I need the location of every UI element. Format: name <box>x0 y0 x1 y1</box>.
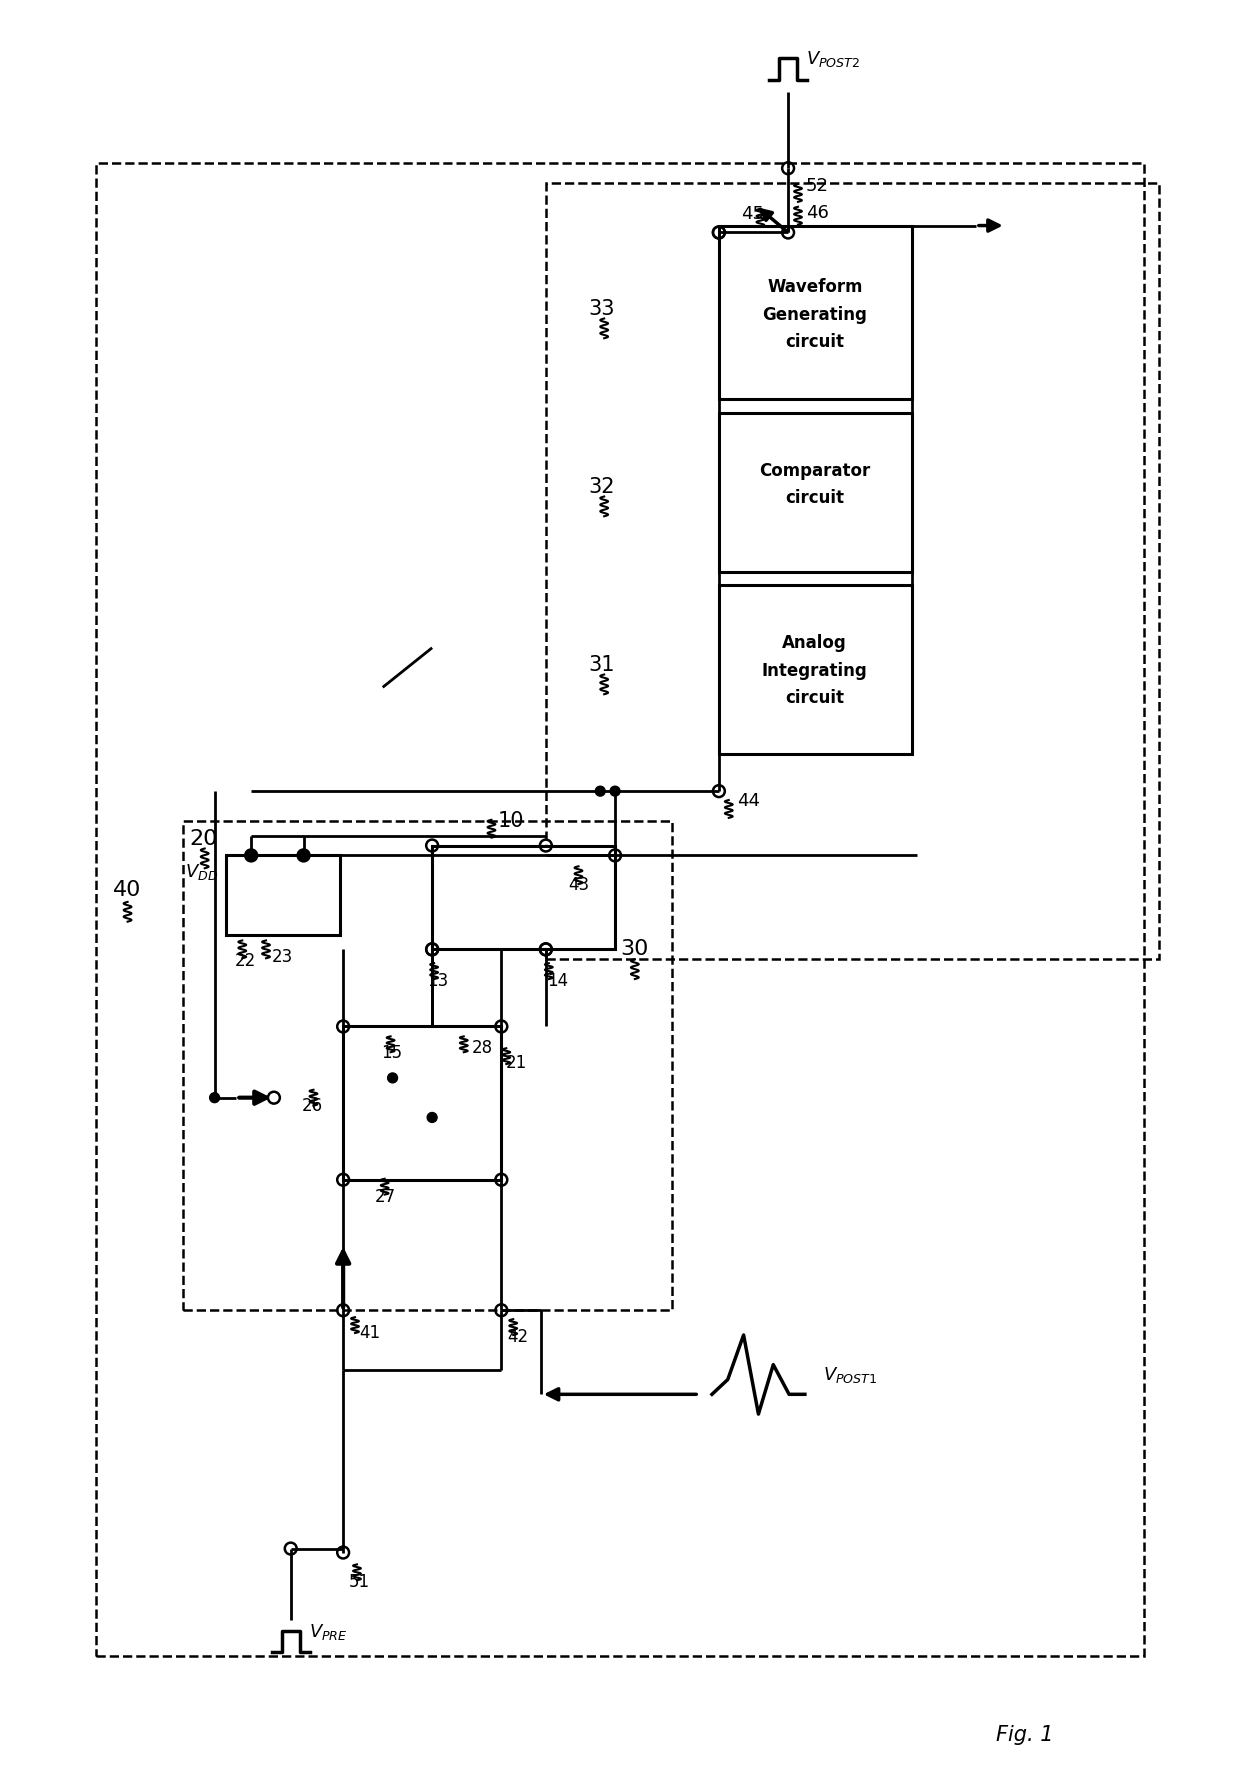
Text: 23: 23 <box>272 948 293 966</box>
Text: 27: 27 <box>374 1187 396 1205</box>
Text: 46: 46 <box>806 203 828 221</box>
Text: 41: 41 <box>358 1324 381 1342</box>
Text: 26: 26 <box>301 1096 322 1114</box>
Circle shape <box>299 850 309 860</box>
Text: 44: 44 <box>737 793 760 810</box>
Bar <box>546 184 1159 959</box>
Text: 45: 45 <box>740 205 764 223</box>
Bar <box>719 414 911 571</box>
Text: 13: 13 <box>428 973 449 991</box>
Bar <box>719 585 911 753</box>
Text: circuit: circuit <box>785 689 844 707</box>
Circle shape <box>247 850 257 860</box>
Text: $V_{POST1}$: $V_{POST1}$ <box>822 1364 877 1385</box>
Text: $V_{DD}$: $V_{DD}$ <box>185 862 218 882</box>
Text: $V_{PRE}$: $V_{PRE}$ <box>309 1621 347 1642</box>
Circle shape <box>388 1073 398 1083</box>
Text: 51: 51 <box>350 1573 371 1590</box>
Text: Analog: Analog <box>782 634 847 652</box>
Text: 30: 30 <box>620 939 649 959</box>
Text: 22: 22 <box>234 951 255 971</box>
Circle shape <box>595 785 605 796</box>
Circle shape <box>210 1092 219 1103</box>
Text: 33: 33 <box>588 298 615 318</box>
Text: Generating: Generating <box>763 305 867 323</box>
Circle shape <box>247 850 257 860</box>
Text: 52: 52 <box>806 177 828 195</box>
Bar <box>432 846 615 950</box>
Text: circuit: circuit <box>785 489 844 507</box>
Text: 21: 21 <box>505 1055 527 1073</box>
Text: Integrating: Integrating <box>761 662 868 680</box>
Circle shape <box>428 1112 436 1123</box>
Text: 15: 15 <box>381 1044 402 1062</box>
Text: 40: 40 <box>113 880 141 900</box>
Text: $V_{POST2}$: $V_{POST2}$ <box>806 50 861 70</box>
Text: 32: 32 <box>588 477 615 496</box>
Bar <box>343 1026 501 1180</box>
Text: 43: 43 <box>569 876 590 894</box>
Text: 28: 28 <box>471 1039 492 1057</box>
Bar <box>95 162 1145 1656</box>
Bar <box>184 821 672 1310</box>
Text: Waveform: Waveform <box>768 278 863 296</box>
Text: 14: 14 <box>547 973 568 991</box>
Bar <box>227 855 340 935</box>
Text: 20: 20 <box>190 828 218 848</box>
Text: Fig. 1: Fig. 1 <box>996 1726 1053 1746</box>
Text: circuit: circuit <box>785 334 844 352</box>
Circle shape <box>610 785 620 796</box>
Text: 42: 42 <box>507 1328 528 1346</box>
Bar <box>719 225 911 398</box>
Text: 31: 31 <box>588 655 615 675</box>
Text: Comparator: Comparator <box>759 462 870 480</box>
Text: 10: 10 <box>497 810 523 830</box>
